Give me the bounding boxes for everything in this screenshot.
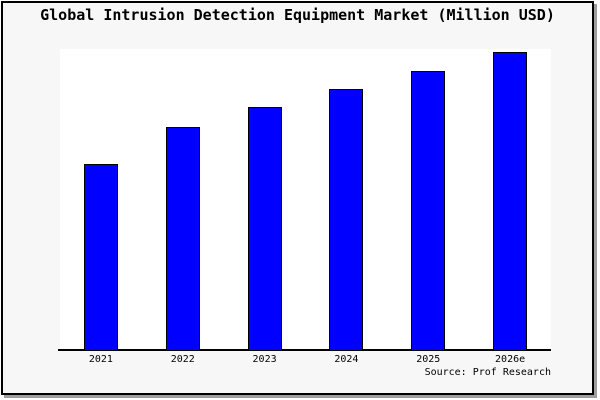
x-axis-line	[58, 349, 551, 351]
bar-2023	[247, 106, 282, 351]
x-tick-label-2023: 2023	[252, 354, 277, 365]
bar-2022	[165, 126, 200, 351]
x-tick-label-2026e: 2026e	[495, 354, 526, 365]
x-tick-label-2024: 2024	[334, 354, 359, 365]
x-tick-label-2025: 2025	[416, 354, 441, 365]
chart-frame: Global Intrusion Detection Equipment Mar…	[1, 1, 594, 395]
bar-2025	[411, 70, 446, 351]
x-axis-labels: 2021 2022 2023 2024 2025 2026e	[60, 354, 551, 367]
x-tick-label-2021: 2021	[88, 354, 113, 365]
bar-2021	[83, 163, 118, 351]
bar-2024	[329, 88, 364, 351]
source-credit: Source: Prof Research	[424, 367, 551, 378]
plot-area	[58, 49, 551, 351]
bar-2026e	[493, 51, 528, 351]
x-tick-label-2022: 2022	[170, 354, 195, 365]
chart-title: Global Intrusion Detection Equipment Mar…	[40, 6, 555, 24]
